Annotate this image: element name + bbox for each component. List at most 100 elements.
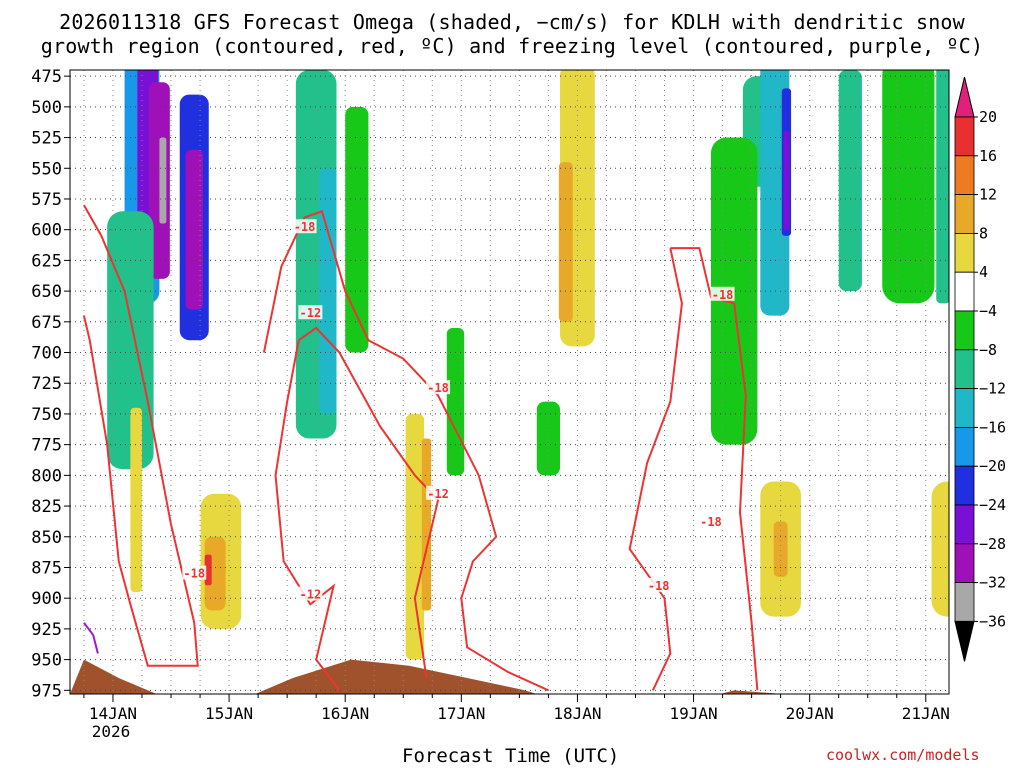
y-tick-label-4: 575 xyxy=(31,190,62,210)
y-tick-label-6: 625 xyxy=(31,251,62,271)
colorbar-swatch-11 xyxy=(954,543,975,583)
colorbar-label-12: −32 xyxy=(979,574,1006,592)
colorbar-label-6: −8 xyxy=(979,341,997,359)
colorbar-swatch-5 xyxy=(954,310,975,351)
omega-cell-23 xyxy=(130,407,142,593)
colorbar-label-3: 8 xyxy=(979,224,988,242)
colorbar-label-5: −4 xyxy=(979,302,997,320)
colorbar-swatch-6 xyxy=(954,349,975,389)
y-tick-label-16: 875 xyxy=(31,558,62,578)
omega-cell-30 xyxy=(931,481,949,617)
x-tick-label-2: 16JAN xyxy=(321,704,369,723)
contour-label-0: -18 xyxy=(294,220,316,234)
contour-label-bg-8 xyxy=(646,577,671,592)
contour-label-bg-4 xyxy=(298,586,323,601)
x-tick-label-7: 21JAN xyxy=(902,704,950,723)
omega-cell-29 xyxy=(773,521,788,577)
omega-cell-3 xyxy=(159,137,167,224)
x-tick-label-5: 19JAN xyxy=(669,704,717,723)
colorbar-swatch-4 xyxy=(954,271,975,312)
omega-cell-15 xyxy=(783,131,790,230)
colorbar: 20 16 12 8 4 −4 −8 −12 −16 −20 −24 −28 −32 −36 xyxy=(954,76,1006,662)
contour-label-5: -18 xyxy=(183,567,205,581)
colorbar-label-11: −28 xyxy=(979,535,1006,553)
y-tick-label-0: 475 xyxy=(31,67,62,87)
colorbar-swatch-9 xyxy=(954,465,975,506)
chart-title-line-1: 2026011318 GFS Forecast Omega (shaded, −… xyxy=(59,10,965,34)
omega-shading xyxy=(107,70,949,660)
colorbar-label-1: 16 xyxy=(979,147,997,165)
omega-cell-19 xyxy=(936,70,949,304)
omega-cell-11 xyxy=(536,401,561,476)
plot-frame xyxy=(69,69,950,695)
y-tick-label-14: 825 xyxy=(31,497,62,517)
x-tick-label-1: 15JAN xyxy=(205,704,253,723)
omega-cell-22 xyxy=(204,554,212,586)
dgz-contour-3 xyxy=(298,326,440,679)
contour-label-1: -12 xyxy=(300,306,322,320)
omega-cell-5 xyxy=(185,149,203,310)
y-tick-label-5: 600 xyxy=(31,221,62,241)
colorbar-label-9: −20 xyxy=(979,457,1006,475)
colorbar-swatch-2 xyxy=(954,194,975,234)
colorbar-bottom-arrow xyxy=(954,620,975,662)
contour-label-7: -18 xyxy=(700,515,722,529)
x-tick-label-6: 20JAN xyxy=(786,704,834,723)
chart-title-line-2: growth region (contoured, red, ºC) and f… xyxy=(40,34,984,58)
omega-cell-8 xyxy=(319,168,337,414)
contour-label-2: -18 xyxy=(427,381,449,395)
y-tick-label-17: 900 xyxy=(31,589,62,609)
colorbar-label-4: 4 xyxy=(979,263,988,281)
omega-cell-9 xyxy=(345,106,369,353)
x-tick-label-3: 17JAN xyxy=(437,704,485,723)
y-tick-label-19: 950 xyxy=(31,651,62,671)
y-tick-label-9: 700 xyxy=(31,344,62,364)
colorbar-swatch-12 xyxy=(954,582,975,622)
dgz-contour-1 xyxy=(262,209,549,692)
dgz-contour-0 xyxy=(82,204,199,667)
contour-label-8: -18 xyxy=(648,579,670,593)
y-axis: 475 500 525 550 575 600 625 650 675 700 725 750 775 8… xyxy=(31,67,70,701)
x-tick-sublabel-0: 2026 xyxy=(92,722,131,741)
y-tick-label-11: 750 xyxy=(31,405,62,425)
y-tick-label-18: 925 xyxy=(31,620,62,640)
dgz-contour-2 xyxy=(274,340,341,691)
x-tick-label-0: 14JAN xyxy=(89,704,137,723)
colorbar-swatch-0 xyxy=(954,116,975,157)
credit-link[interactable]: coolwx.com/models xyxy=(826,746,980,764)
y-tick-label-13: 800 xyxy=(31,466,62,486)
y-tick-label-3: 550 xyxy=(31,159,62,179)
colorbar-label-7: −12 xyxy=(979,380,1006,398)
colorbar-label-0: 20 xyxy=(979,108,997,126)
freezing-level-contour xyxy=(83,622,99,654)
contour-label-bg-2 xyxy=(426,380,451,395)
colorbar-swatch-3 xyxy=(954,232,975,273)
contour-label-bg-6 xyxy=(710,286,735,301)
omega-cell-17 xyxy=(838,70,862,292)
y-tick-label-7: 650 xyxy=(31,282,62,302)
dgz-contours xyxy=(82,204,759,692)
omega-cell-27 xyxy=(558,162,573,322)
y-tick-label-10: 725 xyxy=(31,374,62,394)
contour-label-bg-7 xyxy=(698,514,723,529)
terrain-surface xyxy=(70,659,949,694)
dgz-contour-4 xyxy=(628,247,683,691)
y-tick-label-2: 525 xyxy=(31,129,62,149)
y-tick-label-1: 500 xyxy=(31,98,62,118)
colorbar-label-13: −36 xyxy=(979,612,1006,630)
x-tick-label-4: 18JAN xyxy=(553,704,601,723)
colorbar-top-arrow xyxy=(954,76,975,118)
contour-label-bg-3 xyxy=(426,485,451,500)
contour-label-bg-0 xyxy=(292,219,317,234)
y-tick-label-20: 975 xyxy=(31,681,62,701)
y-tick-label-8: 675 xyxy=(31,313,62,333)
terrain-area xyxy=(70,659,949,694)
y-tick-label-12: 775 xyxy=(31,436,62,456)
colorbar-label-2: 12 xyxy=(979,186,997,204)
omega-cell-18 xyxy=(882,70,935,304)
colorbar-swatch-8 xyxy=(954,426,975,467)
contour-labels: -18 -12 -18 -12 -12 -18 -18 -18 -18 xyxy=(182,219,735,602)
dgz-contour-5 xyxy=(670,247,759,691)
